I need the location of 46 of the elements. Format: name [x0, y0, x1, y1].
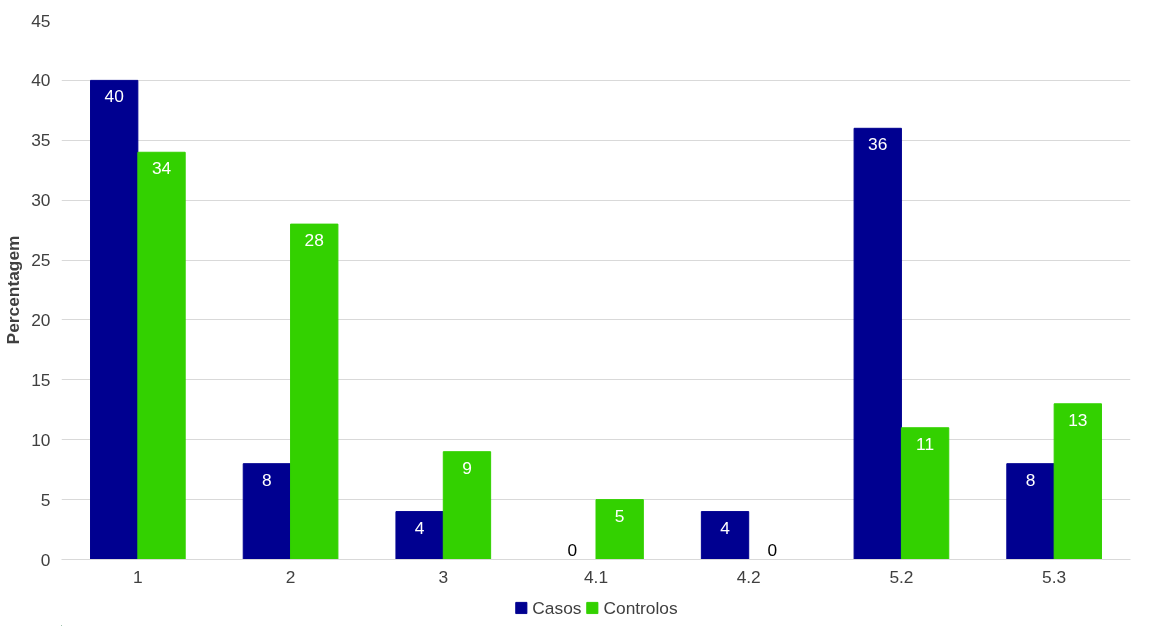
bar: [700, 511, 750, 560]
y-tick-label: 40: [31, 70, 51, 91]
x-tick-label: 4.2: [736, 566, 761, 587]
x-tick-label: 5.2: [889, 566, 914, 587]
y-tick-label: 0: [40, 549, 51, 570]
bar: [595, 499, 644, 560]
x-tick-label: 4.1: [583, 566, 609, 587]
data-label: 36: [868, 134, 888, 155]
data-label: 5: [614, 505, 625, 526]
data-label: 8: [1025, 469, 1036, 490]
y-tick-label: 10: [31, 429, 51, 450]
bar: [1053, 403, 1102, 560]
bar: [395, 511, 444, 560]
data-label: 34: [151, 158, 172, 179]
legend-label: Casos: [532, 597, 582, 618]
bar: [900, 427, 950, 560]
x-tick-label: 2: [285, 566, 296, 587]
bar: [853, 127, 902, 560]
data-label: 9: [462, 457, 472, 478]
y-tick-label: 30: [31, 190, 51, 211]
x-tick-label: 3: [438, 566, 449, 587]
bar: [442, 451, 492, 560]
y-tick-label: 15: [31, 369, 51, 390]
bar: [137, 151, 186, 560]
data-label: 0: [567, 539, 578, 560]
data-label: 0: [767, 539, 778, 560]
y-tick-label: 35: [31, 130, 51, 151]
data-label: 4: [414, 517, 425, 538]
data-label: 4: [720, 517, 731, 538]
data-label: 28: [304, 230, 324, 251]
y-tick-label: 5: [40, 489, 51, 510]
y-axis-title: Percentagem: [3, 235, 24, 345]
y-tick-label: 25: [31, 250, 51, 271]
y-tick-label: 45: [31, 10, 51, 31]
data-label: 13: [1068, 409, 1088, 430]
x-tick-label: 5.3: [1042, 566, 1067, 587]
y-tick-label: 20: [31, 309, 51, 330]
bar: [242, 463, 292, 560]
x-tick-label: 1: [133, 566, 143, 587]
bar: [1006, 463, 1055, 560]
legend-label: Controlos: [603, 597, 678, 618]
data-label: 40: [104, 86, 124, 107]
bar: [90, 79, 139, 560]
data-label: 11: [916, 433, 935, 454]
data-label: 8: [262, 469, 272, 490]
bar: [290, 223, 339, 560]
